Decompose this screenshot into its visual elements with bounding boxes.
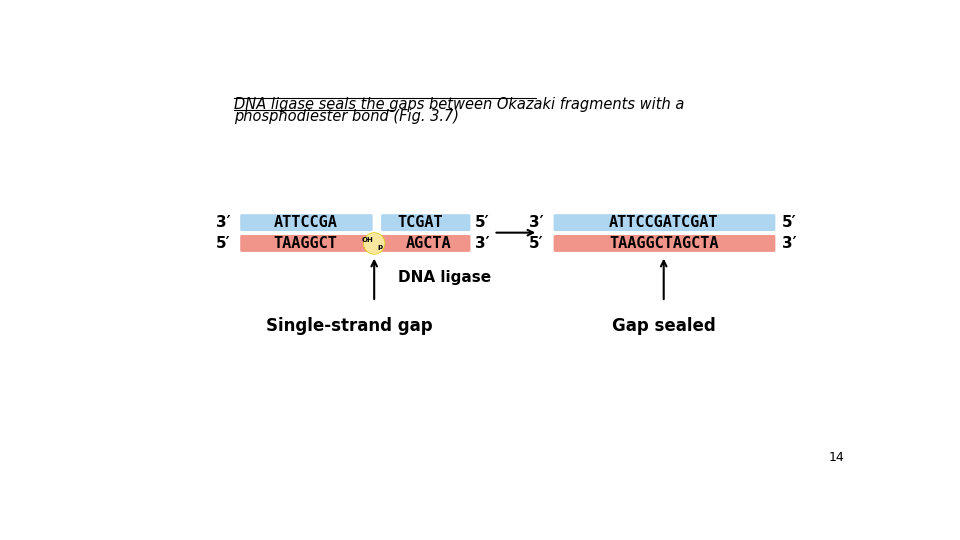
- Text: ATTCCGATCGAT: ATTCCGATCGAT: [609, 215, 718, 230]
- Text: phosphodiester bond (Fig. 3.7): phosphodiester bond (Fig. 3.7): [234, 110, 459, 124]
- Text: Single-strand gap: Single-strand gap: [266, 318, 433, 335]
- Text: OH: OH: [361, 238, 373, 244]
- Text: p: p: [377, 244, 382, 249]
- Text: 5′: 5′: [216, 236, 230, 251]
- Text: ATTCCGA: ATTCCGA: [274, 215, 338, 230]
- Text: TCGAT: TCGAT: [397, 215, 444, 230]
- Text: 5′: 5′: [475, 215, 490, 230]
- FancyBboxPatch shape: [554, 235, 776, 252]
- FancyBboxPatch shape: [554, 214, 776, 231]
- Text: 3′: 3′: [781, 236, 796, 251]
- FancyBboxPatch shape: [240, 214, 372, 231]
- Text: AGCTA: AGCTA: [406, 236, 451, 251]
- Text: 14: 14: [828, 451, 845, 464]
- Text: DNA ligase: DNA ligase: [398, 270, 492, 285]
- Text: Gap sealed: Gap sealed: [612, 318, 715, 335]
- Text: TAAGGCTAGCTA: TAAGGCTAGCTA: [609, 236, 718, 251]
- Text: 3′: 3′: [216, 215, 230, 230]
- Circle shape: [364, 233, 385, 254]
- Text: TAAGGCT: TAAGGCT: [274, 236, 338, 251]
- FancyBboxPatch shape: [381, 214, 470, 231]
- Text: 3′: 3′: [529, 215, 543, 230]
- Text: 5′: 5′: [529, 236, 543, 251]
- FancyBboxPatch shape: [240, 235, 470, 252]
- Text: DNA ligase seals the gaps between Okazaki fragments with a: DNA ligase seals the gaps between Okazak…: [234, 97, 684, 112]
- Text: 3′: 3′: [475, 236, 490, 251]
- Text: 5′: 5′: [781, 215, 796, 230]
